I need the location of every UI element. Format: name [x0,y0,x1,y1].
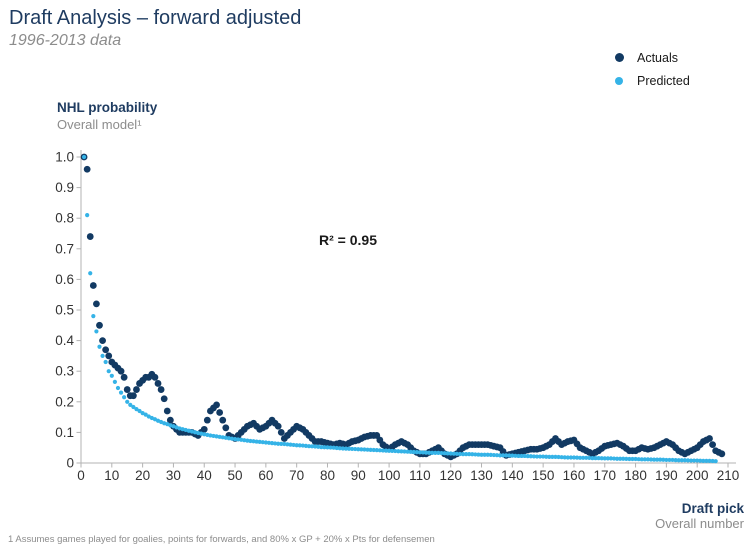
axes [80,150,736,464]
svg-text:100: 100 [378,468,401,483]
legend: Actuals Predicted [610,46,740,92]
actuals-dot-icon [615,53,624,62]
page-subtitle: 1996-2013 data [9,32,122,49]
footnote: 1 Assumes games played for goalies, poin… [8,534,435,545]
svg-text:0.2: 0.2 [55,394,74,409]
legend-item-actuals: Actuals [610,46,740,69]
svg-text:60: 60 [258,468,273,483]
svg-text:170: 170 [593,468,616,483]
svg-text:0.8: 0.8 [55,211,74,226]
svg-text:180: 180 [624,468,647,483]
legend-label-predicted: Predicted [637,73,690,88]
svg-text:200: 200 [686,468,709,483]
svg-text:50: 50 [228,468,243,483]
legend-item-predicted: Predicted [610,69,740,92]
x-axis-heading: Draft pick Overall number [655,501,744,531]
svg-text:0.9: 0.9 [55,180,74,195]
svg-text:0.4: 0.4 [55,333,74,348]
y-axis-heading: NHL probability Overall model¹ [57,99,157,133]
x-axis-title: Draft pick [681,501,744,516]
legend-label-actuals: Actuals [637,50,678,65]
svg-text:0.6: 0.6 [55,272,74,287]
series-predicted [81,154,718,464]
predicted-dot-icon [615,76,623,85]
svg-text:150: 150 [532,468,555,483]
svg-text:140: 140 [501,468,524,483]
svg-text:0.3: 0.3 [55,364,74,379]
svg-text:0.7: 0.7 [55,241,74,256]
svg-text:130: 130 [470,468,493,483]
svg-text:1.0: 1.0 [55,150,74,165]
y-axis-title: NHL probability [57,100,158,115]
svg-text:110: 110 [409,468,431,483]
svg-text:70: 70 [289,468,304,483]
svg-text:0: 0 [66,456,74,471]
svg-text:160: 160 [563,468,586,483]
svg-text:0.5: 0.5 [55,303,74,318]
page-title: Draft Analysis – forward adjusted [9,7,302,29]
svg-text:30: 30 [166,468,181,483]
y-axis-ticks: 0 0.1 0.2 0.3 0.4 0.5 0.6 0.7 0.8 0.9 1.0 [55,150,81,471]
r-squared-annotation: R² = 0.95 [319,232,377,248]
svg-text:40: 40 [197,468,212,483]
svg-text:120: 120 [439,468,462,483]
svg-text:80: 80 [320,468,335,483]
x-axis-subtitle: Overall number [655,516,744,531]
y-axis-subtitle: Overall model¹ [57,117,142,132]
x-axis-ticks: 0 10 20 30 40 50 60 70 80 90 100 110 120 130 140 150 160… [77,463,739,483]
svg-text:0: 0 [77,468,85,483]
svg-text:90: 90 [351,468,366,483]
svg-text:0.1: 0.1 [55,425,74,440]
svg-text:10: 10 [104,468,119,483]
svg-text:190: 190 [655,468,678,483]
svg-text:20: 20 [135,468,150,483]
svg-text:210: 210 [717,468,740,483]
series-actuals [80,153,726,461]
